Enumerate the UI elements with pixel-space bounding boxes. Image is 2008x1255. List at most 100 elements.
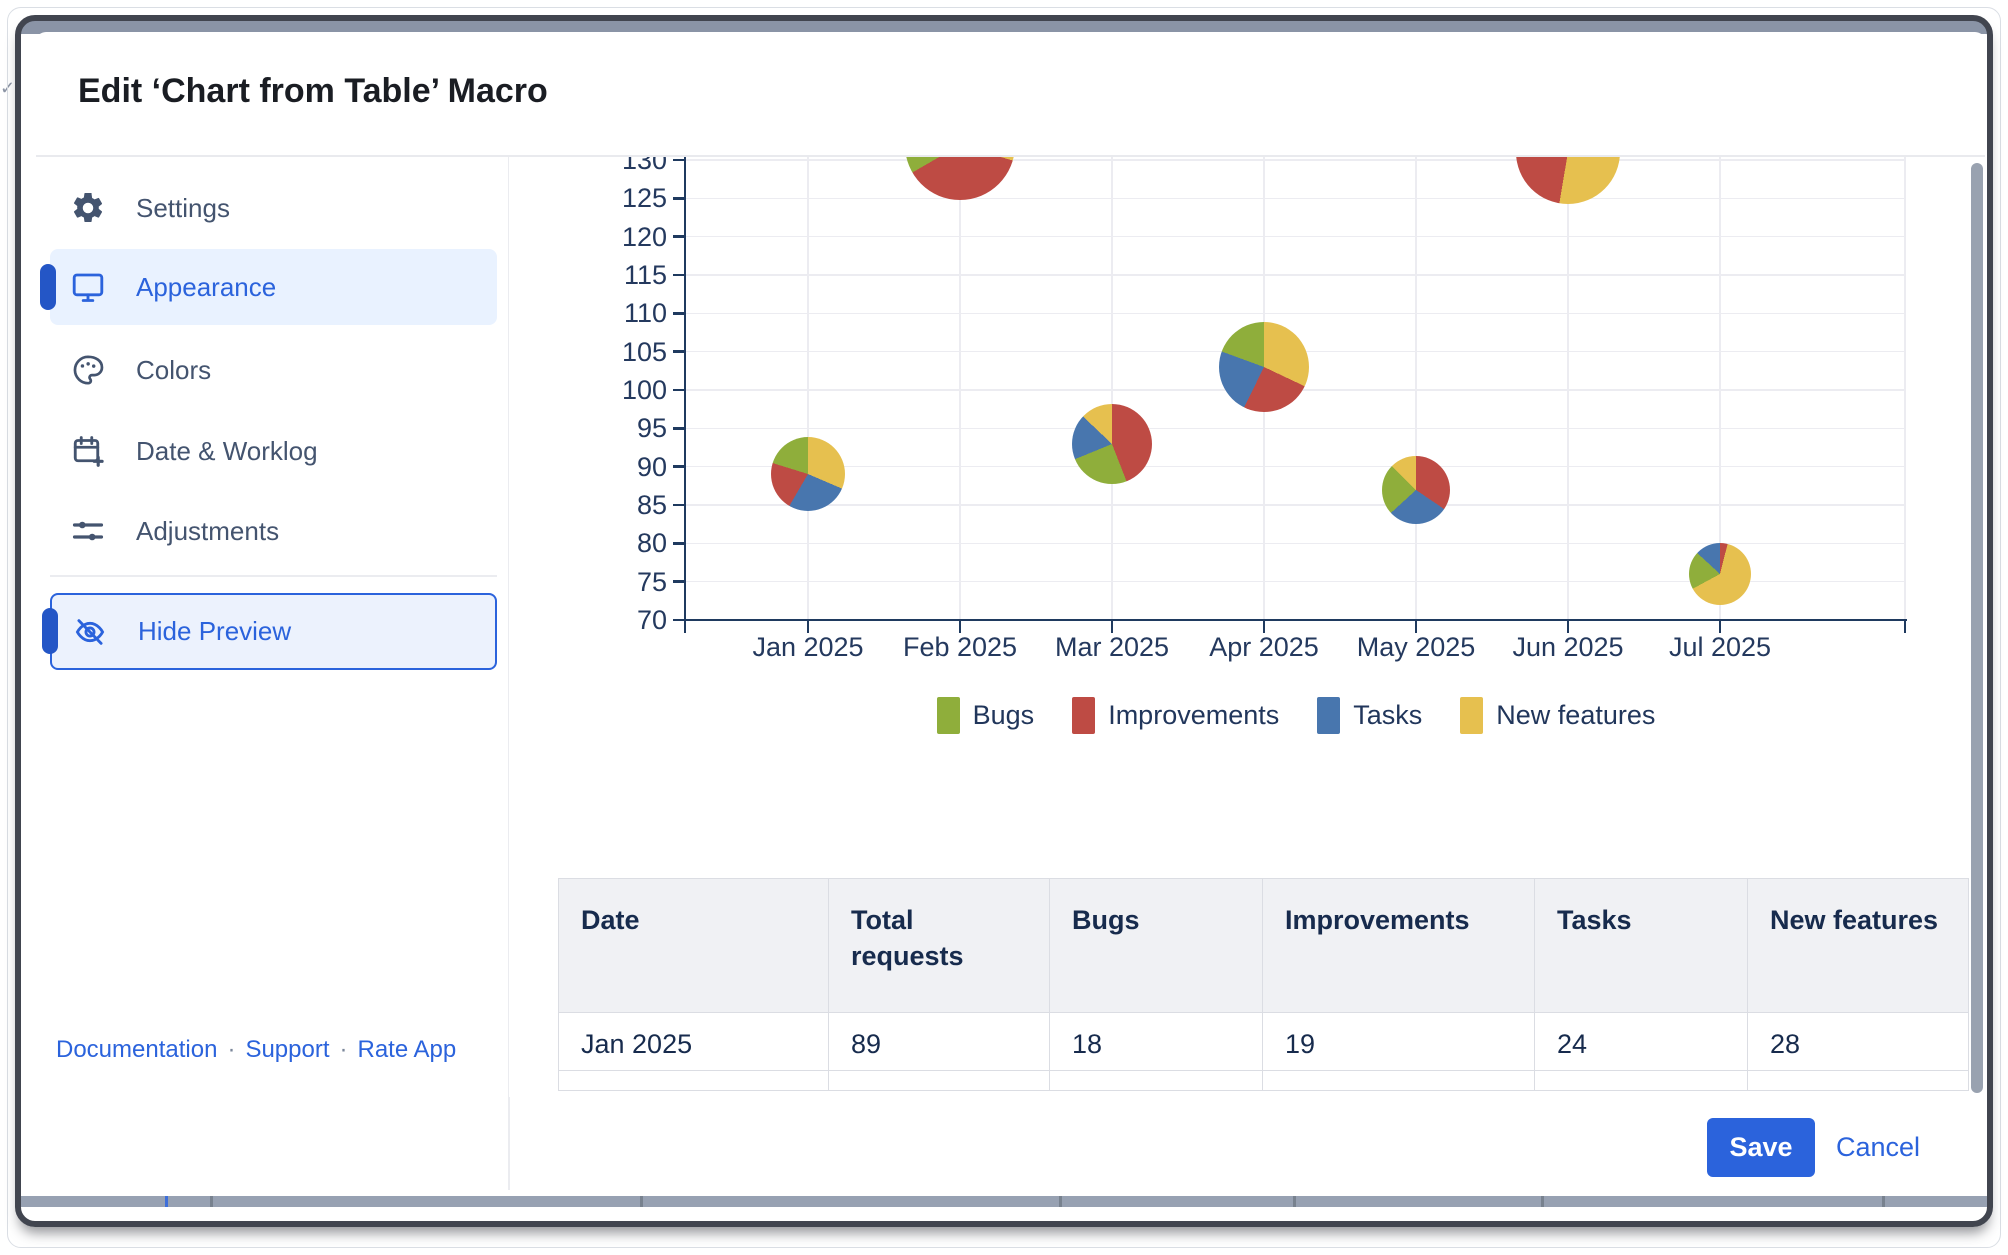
- gridline-h: [686, 465, 1906, 468]
- sidebar-item-label: Adjustments: [136, 515, 280, 546]
- pie-marker: [1382, 455, 1450, 524]
- sidebar-divider: [50, 575, 497, 577]
- sidebar-footer-links: Documentation · Support · Rate App: [56, 1036, 456, 1064]
- dialog-title: Edit ‘Chart from Table’ Macro: [78, 72, 548, 110]
- table-cell: Jan 2025: [558, 1012, 829, 1071]
- hide-preview-button[interactable]: Hide Preview: [42, 593, 497, 670]
- table-cell: 89: [828, 1012, 1050, 1071]
- table-cell: 28: [1747, 1012, 1969, 1071]
- table-cell: 24: [1534, 1012, 1748, 1071]
- preview-scrollbar[interactable]: [1971, 163, 1983, 1093]
- legend-item: Improvements: [1072, 697, 1279, 734]
- sidebar-item-date-worklog[interactable]: Date & Worklog: [50, 413, 497, 489]
- y-tick: [673, 197, 685, 200]
- table-row-clipped: [558, 1070, 1969, 1091]
- gridline-v: [1415, 157, 1417, 620]
- table-header-cell: Improvements: [1262, 878, 1535, 1013]
- improvements-swatch: [1072, 697, 1096, 734]
- macro-preview-pane: 70 75 80 85 90 95 100 105 110 115 120 125 130 Jan 202…: [509, 157, 1985, 1097]
- y-tick-label: 130: [621, 157, 667, 175]
- x-tick: [958, 621, 962, 633]
- save-button[interactable]: Save: [1707, 1118, 1815, 1177]
- x-axis: [683, 618, 1907, 622]
- gridline-h: [686, 580, 1906, 583]
- y-tick-label: 80: [636, 528, 667, 559]
- x-tick: [1262, 621, 1266, 633]
- gridline-v: [807, 157, 809, 620]
- x-tick-label: Jan 2025: [752, 632, 864, 662]
- sliders-icon: [70, 513, 106, 549]
- edit-macro-dialog: Edit ‘Chart from Table’ Macro Settings Ap…: [36, 32, 1985, 1190]
- legend-label: New features: [1496, 700, 1656, 730]
- sidebar-item-label: Colors: [136, 354, 212, 385]
- eye-off-icon: [72, 614, 108, 650]
- sidebar-item-settings[interactable]: Settings: [50, 170, 497, 246]
- x-tick: [1110, 621, 1114, 633]
- legend-item: New features: [1460, 697, 1655, 734]
- chart-legend: Bugs Improvements Tasks New features: [686, 697, 1906, 734]
- sidebar-item-label: Appearance: [136, 271, 277, 302]
- sidebar-item-appearance[interactable]: Appearance: [40, 249, 497, 325]
- bottom-bar-separator: [210, 1196, 213, 1207]
- y-tick: [673, 503, 685, 507]
- footer-link-rate-app[interactable]: Rate App: [357, 1036, 457, 1063]
- table-header-cell: Bugs: [1049, 878, 1263, 1013]
- y-tick-label: 85: [636, 490, 667, 520]
- y-tick: [673, 312, 685, 315]
- y-tick: [673, 465, 685, 468]
- gridline-v: [959, 157, 961, 620]
- x-tick: [1414, 621, 1418, 633]
- pie-marker: [1072, 403, 1152, 484]
- legend-item: Bugs: [936, 697, 1035, 734]
- image-border: [7, 7, 2001, 1248]
- gridline-v: [1904, 157, 1906, 620]
- x-tick: [683, 621, 687, 633]
- hide-preview-label: Hide Preview: [138, 616, 292, 646]
- y-tick: [673, 273, 685, 277]
- x-tick-label: Apr 2025: [1209, 632, 1319, 662]
- table-header-cell: Tasks: [1534, 878, 1748, 1013]
- y-tick-label: 110: [623, 298, 667, 329]
- bugs-swatch: [936, 697, 960, 734]
- y-tick: [673, 542, 685, 545]
- sidebar-item-label: Date & Worklog: [136, 435, 318, 466]
- x-tick: [1718, 621, 1722, 633]
- footer-link-documentation[interactable]: Documentation: [56, 1036, 218, 1063]
- pie-marker: [1219, 322, 1309, 412]
- bottom-bar-separator: [165, 1196, 168, 1207]
- y-tick: [673, 388, 685, 392]
- table-header-cell: Date: [558, 878, 829, 1013]
- calendar-plus-icon: [70, 433, 106, 469]
- active-indicator: [40, 264, 56, 310]
- gridline-h: [686, 504, 1906, 506]
- header-divider: [36, 155, 1985, 157]
- cancel-button[interactable]: Cancel: [1836, 1132, 1921, 1162]
- y-tick-label: 120: [621, 221, 667, 252]
- y-tick-label: 90: [636, 451, 667, 482]
- sidebar-item-colors[interactable]: Colors: [50, 332, 497, 408]
- x-tick: [806, 621, 810, 633]
- new-features-swatch: [1460, 697, 1484, 734]
- gridline-h: [686, 312, 1906, 315]
- gridline-h: [686, 274, 1906, 276]
- gridline-v: [1567, 157, 1569, 620]
- y-tick-label: 75: [636, 566, 667, 597]
- y-tick: [673, 427, 685, 430]
- legend-label: Bugs: [972, 700, 1035, 730]
- sidebar-item-adjustments[interactable]: Adjustments: [50, 493, 497, 569]
- table-header-cell: Total requests: [828, 878, 1050, 1013]
- background-page-bottom-bar: [21, 1196, 1987, 1207]
- table-cell: 18: [1049, 1012, 1263, 1071]
- table-cell: 19: [1262, 1012, 1535, 1071]
- bottom-bar-separator: [1541, 1196, 1544, 1207]
- y-tick-label: 70: [636, 605, 667, 635]
- x-tick-label: Jul 2025: [1668, 632, 1772, 662]
- monitor-icon: [70, 269, 106, 305]
- pie-marker: [1689, 543, 1751, 605]
- y-tick-label: 105: [621, 336, 667, 367]
- y-tick: [673, 618, 685, 622]
- active-indicator: [42, 608, 58, 654]
- footer-link-support[interactable]: Support: [245, 1036, 330, 1063]
- legend-item: Tasks: [1317, 697, 1422, 734]
